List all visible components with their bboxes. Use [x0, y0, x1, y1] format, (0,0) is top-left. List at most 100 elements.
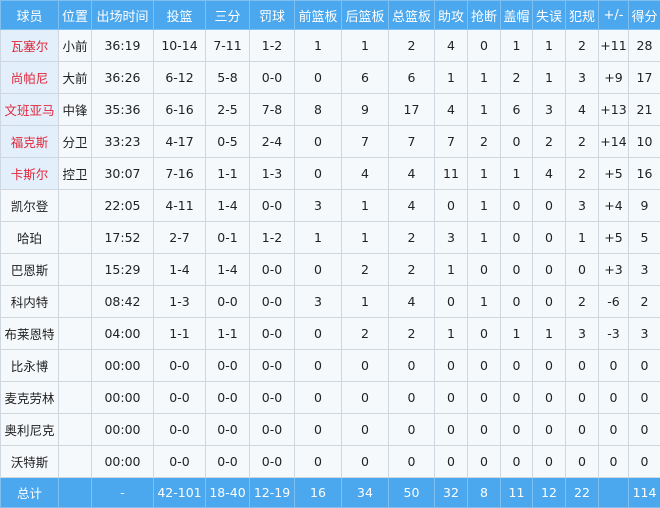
cell-plus-minus: +11: [599, 30, 629, 62]
cell-position: [59, 350, 92, 382]
cell-player[interactable]: 沃特斯: [1, 446, 59, 478]
cell-reb: 4: [389, 158, 435, 190]
cell-oreb: 0: [295, 62, 342, 94]
cell-player[interactable]: 巴恩斯: [1, 254, 59, 286]
cell-player[interactable]: 尚帕尼: [1, 62, 59, 94]
header-reb[interactable]: 总篮板: [389, 1, 435, 30]
cell-position: [59, 254, 92, 286]
cell-ast: 7: [435, 126, 468, 158]
cell-blk: 0: [501, 382, 533, 414]
cell-minutes: 35:36: [92, 94, 154, 126]
cell-dreb: 4: [342, 158, 389, 190]
cell-dreb: 0: [342, 382, 389, 414]
header-pf[interactable]: 犯规: [566, 1, 599, 30]
header-three[interactable]: 三分: [206, 1, 250, 30]
cell-reb: 4: [389, 286, 435, 318]
cell-pf: 4: [566, 94, 599, 126]
cell-stl: 0: [468, 350, 501, 382]
cell-oreb: 0: [295, 414, 342, 446]
cell-plus-minus: 0: [599, 350, 629, 382]
cell-fg: 4-17: [154, 126, 206, 158]
cell-position: 小前: [59, 30, 92, 62]
cell-reb: 2: [389, 222, 435, 254]
cell-ft: 0-0: [250, 286, 295, 318]
cell-fg: 0-0: [154, 414, 206, 446]
cell-minutes: 08:42: [92, 286, 154, 318]
cell-blk: 0: [501, 446, 533, 478]
cell-pf: 0: [566, 446, 599, 478]
cell-position: [59, 446, 92, 478]
cell-oreb: 0: [295, 126, 342, 158]
cell-player[interactable]: 比永博: [1, 350, 59, 382]
header-pts[interactable]: 得分: [629, 1, 660, 30]
cell-dreb: 0: [342, 446, 389, 478]
cell-plus-minus: 0: [599, 382, 629, 414]
cell-ft: 2-4: [250, 126, 295, 158]
cell-three: 1-1: [206, 318, 250, 350]
cell-reb: 0: [389, 414, 435, 446]
cell-ast: 0: [435, 190, 468, 222]
cell-ft: 1-2: [250, 222, 295, 254]
cell-fg: 2-7: [154, 222, 206, 254]
cell-player[interactable]: 布莱恩特: [1, 318, 59, 350]
cell-pts: 5: [629, 222, 660, 254]
cell-reb: 6: [389, 62, 435, 94]
total-dreb: 34: [342, 478, 389, 508]
cell-three: 0-5: [206, 126, 250, 158]
header-stl[interactable]: 抢断: [468, 1, 501, 30]
cell-tov: 0: [533, 446, 566, 478]
cell-minutes: 36:26: [92, 62, 154, 94]
cell-player[interactable]: 奥利尼克: [1, 414, 59, 446]
total-oreb: 16: [295, 478, 342, 508]
header-ft[interactable]: 罚球: [250, 1, 295, 30]
cell-position: [59, 382, 92, 414]
header-fg[interactable]: 投篮: [154, 1, 206, 30]
cell-blk: 1: [501, 30, 533, 62]
total-fg: 42-101: [154, 478, 206, 508]
cell-tov: 0: [533, 350, 566, 382]
header-player[interactable]: 球员: [1, 1, 59, 30]
header-plus-minus[interactable]: +/-: [599, 1, 629, 30]
header-ast[interactable]: 助攻: [435, 1, 468, 30]
cell-stl: 0: [468, 414, 501, 446]
cell-player[interactable]: 福克斯: [1, 126, 59, 158]
cell-oreb: 1: [295, 30, 342, 62]
total-tov: 12: [533, 478, 566, 508]
cell-stl: 1: [468, 222, 501, 254]
cell-minutes: 04:00: [92, 318, 154, 350]
header-tov[interactable]: 失误: [533, 1, 566, 30]
cell-pf: 2: [566, 30, 599, 62]
cell-dreb: 9: [342, 94, 389, 126]
cell-reb: 2: [389, 30, 435, 62]
cell-player[interactable]: 瓦塞尔: [1, 30, 59, 62]
cell-player[interactable]: 麦克劳林: [1, 382, 59, 414]
cell-fg: 1-3: [154, 286, 206, 318]
cell-player[interactable]: 文班亚马: [1, 94, 59, 126]
cell-ast: 3: [435, 222, 468, 254]
cell-fg: 1-4: [154, 254, 206, 286]
cell-player[interactable]: 凯尔登: [1, 190, 59, 222]
header-position[interactable]: 位置: [59, 1, 92, 30]
cell-reb: 2: [389, 318, 435, 350]
cell-ft: 7-8: [250, 94, 295, 126]
cell-oreb: 3: [295, 190, 342, 222]
header-minutes[interactable]: 出场时间: [92, 1, 154, 30]
cell-plus-minus: +9: [599, 62, 629, 94]
cell-player[interactable]: 卡斯尔: [1, 158, 59, 190]
cell-three: 1-1: [206, 158, 250, 190]
total-minutes: -: [92, 478, 154, 508]
header-dreb[interactable]: 后篮板: [342, 1, 389, 30]
cell-position: 大前: [59, 62, 92, 94]
cell-oreb: 3: [295, 286, 342, 318]
cell-player[interactable]: 哈珀: [1, 222, 59, 254]
cell-reb: 17: [389, 94, 435, 126]
cell-stl: 0: [468, 318, 501, 350]
cell-player[interactable]: 科内特: [1, 286, 59, 318]
header-oreb[interactable]: 前篮板: [295, 1, 342, 30]
cell-minutes: 00:00: [92, 414, 154, 446]
header-blk[interactable]: 盖帽: [501, 1, 533, 30]
